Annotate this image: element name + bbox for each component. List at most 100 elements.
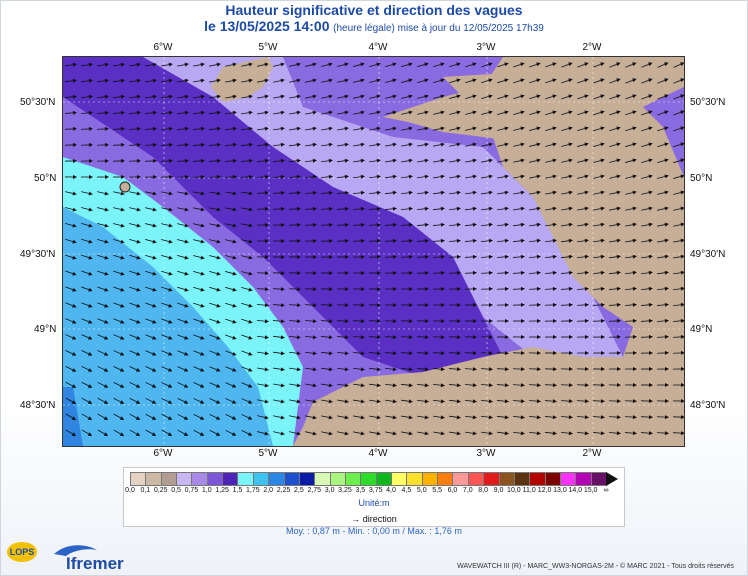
direction-arrow bbox=[352, 270, 365, 275]
direction-arrow bbox=[609, 174, 621, 179]
direction-arrow bbox=[544, 367, 557, 372]
direction-arrow bbox=[513, 126, 525, 131]
direction-arrow bbox=[657, 78, 669, 84]
direction-arrow bbox=[272, 287, 285, 292]
direction-arrow bbox=[449, 94, 461, 99]
direction-arrow bbox=[673, 238, 684, 243]
direction-arrow bbox=[352, 335, 365, 340]
direction-arrow bbox=[384, 319, 397, 324]
direction-arrow bbox=[577, 238, 589, 243]
direction-arrow bbox=[144, 174, 157, 179]
direction-arrow bbox=[432, 222, 445, 227]
direction-arrow bbox=[449, 78, 461, 84]
direction-arrow bbox=[129, 334, 141, 340]
direction-arrow bbox=[209, 286, 221, 292]
direction-arrow bbox=[576, 367, 589, 372]
direction-arrow bbox=[97, 254, 109, 260]
direction-label: direction bbox=[362, 514, 397, 524]
direction-arrow bbox=[241, 239, 253, 244]
direction-arrow bbox=[336, 303, 349, 308]
direction-arrow bbox=[577, 222, 589, 227]
direction-arrow bbox=[145, 270, 157, 276]
direction-arrow bbox=[481, 174, 493, 179]
direction-arrow bbox=[273, 399, 285, 404]
direction-arrow bbox=[209, 350, 221, 356]
direction-arrow bbox=[225, 94, 237, 99]
direction-arrow bbox=[97, 286, 109, 292]
color-scale-arrow-icon bbox=[606, 472, 618, 486]
direction-arrow bbox=[272, 190, 285, 195]
direction-arrow bbox=[225, 255, 237, 260]
direction-arrow bbox=[529, 174, 541, 179]
lat-label-right: 50°N bbox=[690, 173, 713, 184]
direction-arrow bbox=[528, 254, 541, 259]
direction-arrow bbox=[161, 350, 173, 356]
direction-arrow bbox=[448, 206, 461, 211]
direction-arrow bbox=[593, 126, 605, 132]
direction-arrow bbox=[416, 270, 429, 275]
direction-arrow bbox=[256, 255, 269, 260]
direction-arrow bbox=[273, 431, 285, 436]
direction-arrow bbox=[561, 94, 573, 100]
direction-arrow bbox=[592, 254, 605, 259]
color-scale-swatch bbox=[268, 472, 285, 486]
direction-arrow bbox=[625, 94, 637, 100]
direction-arrow bbox=[241, 191, 253, 196]
direction-arrow bbox=[513, 62, 525, 68]
direction-arrow bbox=[368, 287, 381, 292]
direction-arrow bbox=[657, 158, 669, 164]
direction-arrow bbox=[513, 222, 525, 227]
direction-arrow bbox=[608, 415, 621, 420]
direction-arrow bbox=[65, 365, 77, 372]
direction-arrow bbox=[113, 366, 125, 372]
direction-arrow bbox=[96, 126, 109, 131]
direction-arrow bbox=[273, 351, 285, 356]
direction-arrow bbox=[225, 207, 237, 212]
direction-arrow bbox=[65, 381, 77, 388]
direction-arrow bbox=[144, 110, 157, 115]
direction-arrow bbox=[81, 286, 93, 292]
direction-arrow bbox=[257, 110, 269, 115]
direction-arrow bbox=[400, 270, 413, 275]
color-scale-tick: 9,0 bbox=[493, 487, 504, 494]
direction-arrow bbox=[641, 78, 653, 84]
direction-arrow bbox=[321, 94, 333, 99]
direction-arrow bbox=[432, 383, 445, 388]
direction-arrow bbox=[625, 158, 637, 163]
direction-arrow bbox=[449, 174, 461, 179]
direction-arrow bbox=[561, 78, 573, 84]
direction-arrow bbox=[656, 383, 669, 388]
direction-arrow bbox=[160, 110, 173, 115]
direction-arrow bbox=[193, 223, 205, 228]
direction-arrow bbox=[657, 94, 669, 100]
direction-arrow bbox=[304, 238, 317, 243]
direction-arrow bbox=[289, 415, 301, 420]
direction-arrow bbox=[561, 110, 573, 116]
direction-arrow bbox=[560, 383, 573, 388]
direction-arrow bbox=[321, 126, 333, 131]
direction-arrow bbox=[337, 62, 349, 67]
direction-arrow bbox=[673, 158, 684, 164]
direction-arrow bbox=[576, 302, 589, 307]
direction-arrow bbox=[529, 142, 541, 147]
direction-arrow bbox=[80, 126, 93, 131]
color-scale-swatch bbox=[191, 472, 208, 486]
color-scale-swatch bbox=[252, 472, 270, 486]
direction-arrow bbox=[273, 110, 285, 115]
direction-arrow bbox=[480, 302, 493, 307]
lon-label-top: 5°W bbox=[258, 42, 278, 53]
direction-arrow bbox=[672, 399, 684, 404]
direction-arrow bbox=[320, 335, 333, 340]
direction-arrow bbox=[656, 399, 669, 404]
direction-arrow bbox=[641, 174, 653, 179]
direction-arrow bbox=[672, 366, 684, 371]
direction-arrow bbox=[544, 415, 557, 420]
direction-arrow bbox=[513, 190, 525, 195]
direction-arrow bbox=[144, 142, 157, 147]
direction-arrow bbox=[160, 158, 173, 163]
direction-arrow bbox=[193, 255, 205, 260]
direction-arrow bbox=[256, 287, 269, 292]
direction-arrow bbox=[592, 367, 605, 372]
direction-arrow bbox=[145, 254, 157, 260]
direction-arrow bbox=[448, 286, 461, 291]
